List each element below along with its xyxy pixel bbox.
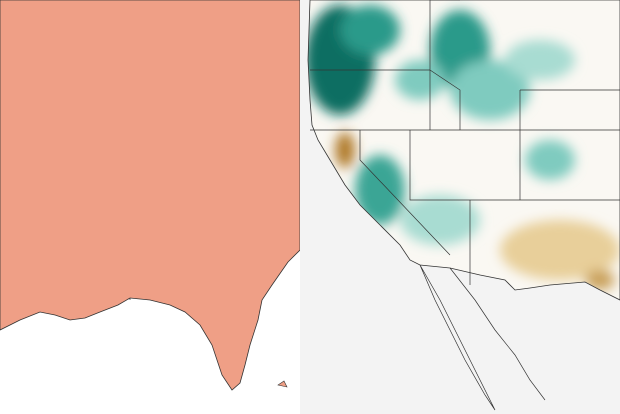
- baja-california: [419, 264, 496, 411]
- western-us-map: [307, 0, 620, 411]
- western-us-map-panel: [300, 0, 620, 414]
- state-borders: [310, 0, 620, 285]
- eastern-us-map-panel: [0, 0, 300, 414]
- precipitation-field: [308, 5, 620, 290]
- mexico-coast: [449, 267, 546, 401]
- eastern-us-map: [0, 0, 300, 391]
- florida-keys: [277, 380, 288, 388]
